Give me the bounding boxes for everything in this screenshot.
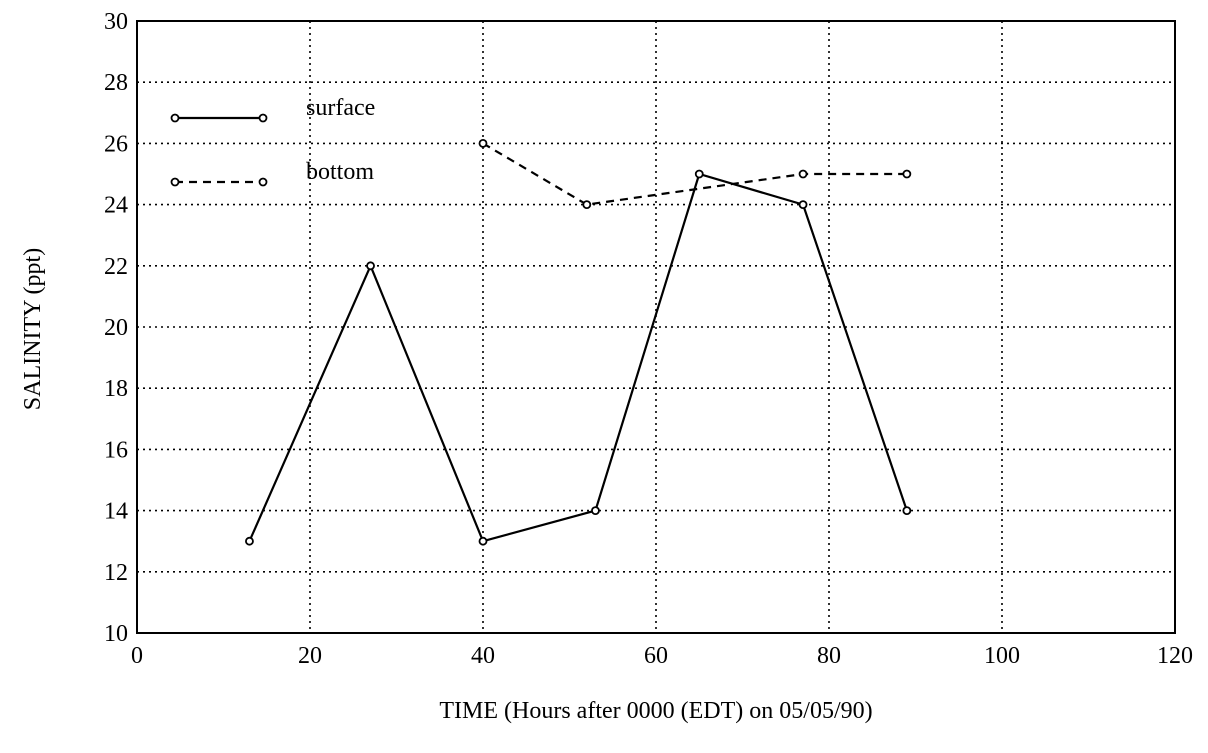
x-tick-label: 80 [817, 643, 841, 669]
y-tick-label: 28 [104, 70, 128, 96]
data-point-surface [694, 169, 704, 179]
data-point-surface [591, 506, 600, 516]
y-tick-label: 10 [104, 621, 128, 647]
y-tick-label: 22 [104, 254, 128, 280]
x-tick-label: 120 [1157, 643, 1193, 669]
y-tick-label: 30 [104, 9, 128, 35]
data-point-bottom [582, 200, 592, 210]
legend-marker [170, 113, 180, 123]
y-tick-label: 16 [104, 437, 128, 463]
y-tick-label: 18 [104, 376, 128, 402]
x-tick-label: 0 [131, 643, 143, 669]
y-axis-title: SALINITY (ppt) [20, 248, 46, 410]
y-tick-label: 12 [104, 560, 128, 586]
x-axis-title: TIME (Hours after 0000 (EDT) on 05/05/90… [439, 698, 872, 724]
data-point-bottom [478, 138, 488, 148]
legend: surface bottom [170, 95, 375, 187]
x-tick-label: 40 [471, 643, 495, 669]
data-point-surface [902, 506, 912, 516]
legend-marker [170, 177, 180, 187]
data-point-bottom [798, 169, 808, 179]
data-point-surface [366, 261, 375, 271]
y-tick-label: 26 [104, 131, 128, 157]
series-surface [245, 169, 912, 546]
grid [137, 21, 1175, 633]
legend-marker [258, 177, 268, 187]
series-bottom [478, 138, 912, 210]
legend-item-bottom: bottom [170, 159, 374, 187]
y-tick-label: 14 [104, 499, 128, 525]
x-tick-label: 20 [298, 643, 322, 669]
y-tick-label: 20 [104, 315, 128, 341]
data-series [245, 138, 912, 546]
legend-label: bottom [306, 159, 374, 185]
legend-label: surface [306, 95, 375, 121]
plot-frame [136, 20, 1176, 634]
x-tick-label: 60 [644, 643, 668, 669]
series-line-bottom [482, 142, 907, 206]
data-point-surface [798, 200, 808, 210]
data-point-surface [245, 536, 254, 546]
axis-ticks: 0 20 40 60 80 100 120 10 12 14 16 18 20 22 24 26 28 30 [104, 9, 1193, 669]
legend-item-surface: surface [170, 95, 375, 123]
x-tick-label: 100 [984, 643, 1020, 669]
series-line-surface [248, 172, 908, 543]
legend-marker [258, 113, 268, 123]
data-point-bottom [902, 169, 912, 179]
y-tick-label: 24 [104, 193, 128, 219]
data-point-surface [478, 536, 488, 546]
